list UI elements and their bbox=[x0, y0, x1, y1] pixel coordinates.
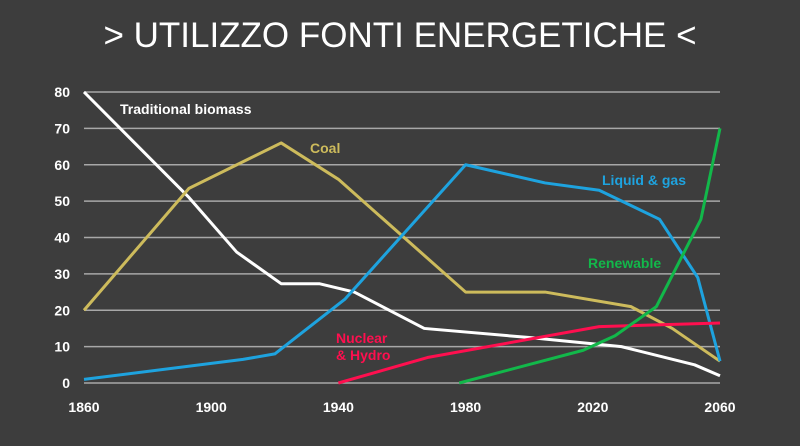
series-label-nuclear: Nuclear & Hydro bbox=[336, 330, 390, 363]
x-tick-label: 1900 bbox=[196, 399, 227, 415]
series-line-nuclear bbox=[337, 321, 721, 385]
x-tick-label: 1980 bbox=[450, 399, 481, 415]
y-tick-label: 40 bbox=[54, 230, 70, 246]
series-label-traditional-biomass: Traditional biomass bbox=[120, 101, 252, 117]
y-tick-label: 20 bbox=[54, 302, 70, 318]
series-label-coal: Coal bbox=[310, 140, 340, 156]
y-tick-label: 80 bbox=[54, 84, 70, 100]
series-label-liquid-gas: Liquid & gas bbox=[602, 172, 686, 188]
x-tick-label: 2060 bbox=[704, 399, 735, 415]
series-line-renewable bbox=[458, 128, 722, 385]
y-tick-label: 0 bbox=[62, 375, 70, 391]
x-tick-label: 1860 bbox=[68, 399, 99, 415]
series-label-renewable: Renewable bbox=[588, 255, 661, 271]
y-tick-label: 60 bbox=[54, 157, 70, 173]
series-line-liquid-gas bbox=[83, 163, 722, 381]
chart-title: > UTILIZZO FONTI ENERGETICHE < bbox=[103, 16, 697, 55]
series-line-traditional-biomass bbox=[82, 90, 721, 378]
x-tick-label: 1940 bbox=[323, 399, 354, 415]
series-line-coal bbox=[82, 141, 721, 363]
y-tick-label: 50 bbox=[54, 193, 70, 209]
y-tick-label: 70 bbox=[54, 120, 70, 136]
y-tick-label: 30 bbox=[54, 266, 70, 282]
y-tick-label: 10 bbox=[54, 339, 70, 355]
x-tick-label: 2020 bbox=[577, 399, 608, 415]
